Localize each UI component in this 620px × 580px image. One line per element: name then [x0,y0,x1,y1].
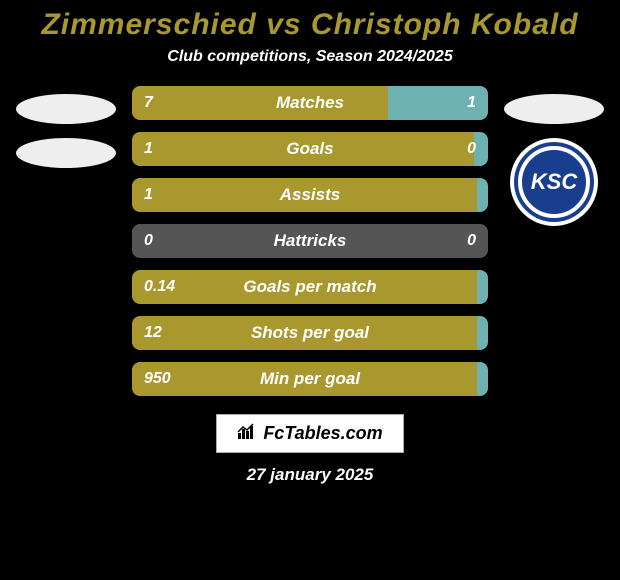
bar-segment-left [132,132,474,166]
bar-segment-left [132,178,477,212]
club-logo-right: KSC [510,138,598,226]
content: 71Matches 10Goals 1Assists 00Hattricks 0.14G… [0,86,620,396]
stat-row: 71Matches [132,86,488,120]
page-subtitle: Club competitions, Season 2024/2025 [0,48,620,66]
player-photo-left [16,94,116,124]
brand-text: FcTables.com [263,423,382,444]
bar-segment-right [477,316,488,350]
bar-segment-left [132,316,477,350]
player-photo-right [504,94,604,124]
bar-segment-left [132,224,488,258]
bar-segment-right [477,270,488,304]
ksc-logo: KSC [518,146,590,218]
stat-row: 950Min per goal [132,362,488,396]
brand-box[interactable]: FcTables.com [216,414,403,453]
stat-row: 12Shots per goal [132,316,488,350]
stat-row: 00Hattricks [132,224,488,258]
bar-segment-left [132,270,477,304]
page-title: Zimmerschied vs Christoph Kobald [0,8,620,42]
header: Zimmerschied vs Christoph Kobald Club co… [0,0,620,66]
bar-segment-right [477,178,488,212]
stat-row: 0.14Goals per match [132,270,488,304]
stat-row: 1Assists [132,178,488,212]
stat-bars: 71Matches 10Goals 1Assists 00Hattricks 0.14G… [126,86,494,396]
right-side: KSC [494,86,614,396]
stat-row: 10Goals [132,132,488,166]
brand-icon [237,423,257,444]
club-logo-left [16,138,116,168]
bar-segment-left [132,86,388,120]
bar-segment-left [132,362,477,396]
date-text: 27 january 2025 [247,465,374,485]
footer: FcTables.com 27 january 2025 [0,414,620,485]
bar-segment-right [477,362,488,396]
bar-segment-right [388,86,488,120]
bar-segment-right [474,132,488,166]
left-side [6,86,126,396]
